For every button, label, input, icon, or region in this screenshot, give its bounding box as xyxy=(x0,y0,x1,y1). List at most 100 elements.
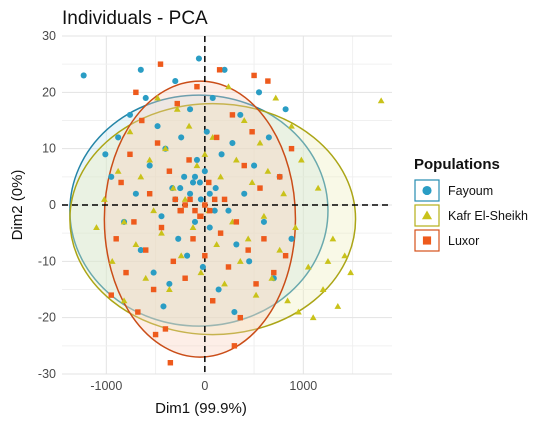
data-point xyxy=(288,235,295,242)
data-point xyxy=(304,263,312,270)
data-point xyxy=(211,196,218,203)
data-point xyxy=(314,184,322,191)
data-point xyxy=(132,190,139,197)
data-point xyxy=(245,247,251,253)
data-point xyxy=(150,286,157,293)
data-point xyxy=(102,151,109,158)
data-point xyxy=(170,258,177,265)
data-point xyxy=(213,241,221,247)
data-point xyxy=(160,303,167,310)
x-axis-title: Dim1 (99.9%) xyxy=(155,400,247,417)
data-point xyxy=(229,139,236,147)
data-point xyxy=(217,173,224,180)
data-point xyxy=(271,269,277,276)
data-point xyxy=(216,67,223,73)
data-point xyxy=(181,173,188,180)
data-point xyxy=(187,190,194,197)
legend-label: Kafr El-Sheikh xyxy=(448,209,528,223)
data-point xyxy=(175,235,182,242)
data-point xyxy=(177,207,183,214)
data-point xyxy=(202,252,208,259)
data-point xyxy=(249,129,255,135)
data-point xyxy=(261,236,267,242)
data-point xyxy=(187,196,193,203)
data-point xyxy=(172,196,179,203)
data-point xyxy=(189,224,197,231)
data-point xyxy=(194,83,200,90)
data-point xyxy=(196,179,203,186)
data-point xyxy=(199,263,206,271)
data-point xyxy=(231,343,238,349)
data-point xyxy=(284,297,291,304)
data-point xyxy=(135,309,141,315)
data-point xyxy=(256,139,264,146)
data-point xyxy=(232,156,240,163)
data-point xyxy=(177,252,185,259)
data-point xyxy=(115,134,122,141)
data-point xyxy=(244,235,252,242)
data-point xyxy=(154,140,161,146)
data-point xyxy=(218,151,225,158)
data-point xyxy=(288,122,295,129)
data-point xyxy=(120,297,128,304)
data-point xyxy=(292,224,299,231)
data-point xyxy=(126,128,134,135)
data-point xyxy=(280,190,288,197)
data-point xyxy=(114,167,122,174)
data-point xyxy=(221,280,228,287)
data-point xyxy=(201,150,209,157)
data-point xyxy=(137,173,145,180)
reference-lines xyxy=(62,36,392,374)
y-tick-label: -20 xyxy=(38,311,56,325)
data-point xyxy=(150,207,157,214)
y-axis-title: Dim2 (0%) xyxy=(9,170,26,241)
data-point xyxy=(93,224,100,231)
data-point xyxy=(309,314,317,321)
data-point xyxy=(127,151,133,158)
data-point xyxy=(260,218,267,225)
legend-label: Fayoum xyxy=(448,184,493,198)
data-point xyxy=(146,191,153,197)
data-point xyxy=(264,167,272,174)
data-point xyxy=(265,134,272,141)
data-point xyxy=(158,229,165,236)
data-point xyxy=(251,162,258,169)
data-point xyxy=(255,89,263,96)
legend-label: Luxor xyxy=(448,234,479,248)
y-tick-label: 10 xyxy=(42,142,56,156)
x-tick-label: 1000 xyxy=(289,379,317,393)
data-point xyxy=(166,168,173,174)
data-point xyxy=(221,196,228,203)
data-point xyxy=(157,61,164,67)
data-point xyxy=(213,134,220,141)
data-point xyxy=(150,269,157,276)
data-point xyxy=(143,247,149,253)
data-point xyxy=(146,156,154,163)
data-point xyxy=(265,78,271,84)
data-point xyxy=(211,207,218,214)
data-point xyxy=(246,258,253,265)
data-point xyxy=(118,179,124,186)
data-point xyxy=(126,111,134,118)
data-point xyxy=(197,196,204,203)
data-point xyxy=(195,55,202,62)
data-point xyxy=(108,173,115,180)
data-point xyxy=(162,145,169,152)
data-point xyxy=(173,105,181,112)
data-point xyxy=(174,100,180,107)
data-point xyxy=(241,190,248,197)
data-point xyxy=(206,190,213,197)
data-point xyxy=(133,89,139,96)
data-point xyxy=(166,280,173,287)
data-point xyxy=(108,257,116,264)
data-point xyxy=(177,185,184,192)
x-tick-label: 0 xyxy=(201,379,208,393)
legend: Populations Fayoum Kafr El-Sheikh Luxor xyxy=(414,156,528,252)
data-point xyxy=(295,308,302,315)
data-point xyxy=(142,94,149,102)
data-point xyxy=(206,224,213,231)
data-point xyxy=(217,230,224,236)
data-point xyxy=(260,212,268,219)
data-point xyxy=(276,174,283,180)
